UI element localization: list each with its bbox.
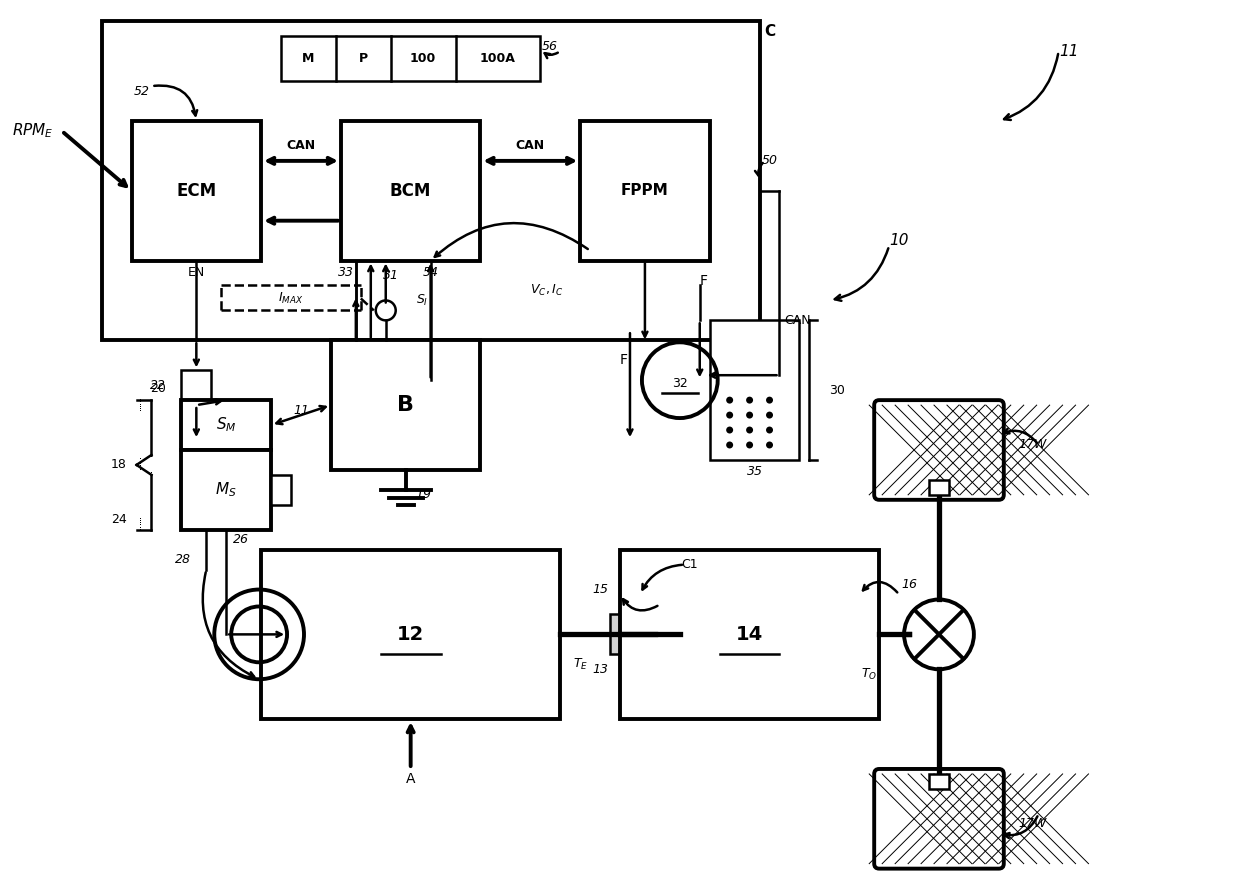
Text: 11: 11 [1059,44,1079,59]
Text: 50: 50 [761,154,777,167]
FancyBboxPatch shape [262,550,560,719]
Text: 31: 31 [383,269,399,282]
Text: 19: 19 [415,488,432,502]
Circle shape [766,442,773,449]
FancyBboxPatch shape [102,21,760,341]
Text: 12: 12 [397,625,424,644]
Text: CAN: CAN [785,314,811,326]
Circle shape [746,427,753,434]
FancyBboxPatch shape [610,614,625,655]
Circle shape [746,397,753,404]
Text: $T_O$: $T_O$ [861,667,877,682]
Text: 30: 30 [830,384,846,397]
Text: 35: 35 [746,466,763,479]
Text: 15: 15 [591,583,608,596]
FancyBboxPatch shape [331,341,480,470]
Text: A: A [405,772,415,786]
Text: 28: 28 [175,554,191,566]
FancyBboxPatch shape [181,370,211,405]
Circle shape [766,427,773,434]
Text: 24: 24 [110,513,126,526]
Text: CAN: CAN [286,139,315,152]
Text: $I_{MAX}$: $I_{MAX}$ [278,291,304,306]
Text: 22: 22 [150,378,166,392]
Circle shape [746,442,753,449]
FancyBboxPatch shape [272,475,291,505]
Text: F: F [620,353,627,367]
Text: 32: 32 [672,377,688,390]
Text: 26: 26 [233,533,249,546]
Text: M: M [303,52,315,65]
Circle shape [727,427,733,434]
FancyBboxPatch shape [640,614,655,655]
Text: 14: 14 [737,625,763,644]
Text: 20: 20 [150,382,166,394]
Text: 100: 100 [410,52,436,65]
FancyBboxPatch shape [181,450,272,530]
FancyBboxPatch shape [709,320,800,460]
Text: 52: 52 [134,84,150,98]
Text: 100A: 100A [480,52,516,65]
Text: 11: 11 [293,404,309,416]
Text: $S_M$: $S_M$ [216,415,237,435]
Circle shape [727,412,733,419]
Text: P: P [358,52,368,65]
Text: 13: 13 [591,663,608,676]
Text: BCM: BCM [389,182,432,200]
Circle shape [766,412,773,419]
Text: 17W: 17W [1019,818,1047,831]
Text: CAN: CAN [516,139,544,152]
Text: $V_C, I_C$: $V_C, I_C$ [531,283,563,298]
Text: F: F [699,274,708,288]
Text: $RPM_E$: $RPM_E$ [12,121,53,140]
FancyBboxPatch shape [620,550,879,719]
Text: 56: 56 [542,40,558,53]
FancyBboxPatch shape [281,36,541,81]
FancyBboxPatch shape [580,121,709,260]
Circle shape [746,412,753,419]
Text: 17W: 17W [1019,438,1047,451]
Text: $T_E$: $T_E$ [573,656,588,671]
FancyBboxPatch shape [874,400,1004,500]
Text: 10: 10 [889,233,909,248]
Circle shape [727,397,733,404]
FancyBboxPatch shape [181,400,272,450]
Text: 54: 54 [423,266,439,279]
Text: 33: 33 [337,266,353,279]
Text: 18: 18 [110,458,126,472]
Text: $S_I$: $S_I$ [415,293,428,308]
Text: ECM: ECM [176,182,217,200]
Text: C1: C1 [682,558,698,571]
Text: FPPM: FPPM [621,183,668,198]
FancyBboxPatch shape [341,121,480,260]
Text: EN: EN [187,266,205,279]
FancyBboxPatch shape [874,769,1004,869]
Text: B: B [397,395,414,415]
FancyBboxPatch shape [929,480,949,495]
Circle shape [727,442,733,449]
Circle shape [766,397,773,404]
FancyBboxPatch shape [929,774,949,788]
Text: C: C [765,24,776,39]
Text: 16: 16 [901,578,918,591]
Text: $M_S$: $M_S$ [216,480,237,499]
FancyBboxPatch shape [131,121,262,260]
